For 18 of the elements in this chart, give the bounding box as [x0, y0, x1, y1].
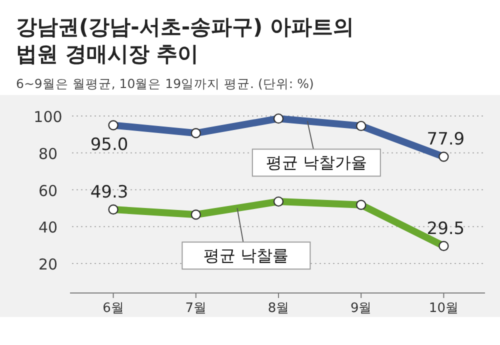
y-tick-label: 20 — [38, 256, 58, 274]
x-tick-label: 9월 — [350, 301, 372, 316]
y-tick-label: 100 — [34, 108, 62, 126]
x-tick-label: 7월 — [185, 301, 207, 316]
series-label: 평균 낙찰률 — [204, 246, 289, 266]
data-label: 29.5 — [426, 218, 465, 239]
y-tick-label: 80 — [38, 144, 58, 163]
y-tick-label: 40 — [38, 218, 58, 237]
data-label: 77.9 — [426, 130, 465, 150]
x-tick-label: 6월 — [102, 301, 124, 316]
x-tick-label: 8월 — [268, 301, 290, 316]
x-tick-label: 10월 — [428, 301, 458, 316]
y-tick-label: 60 — [38, 182, 58, 200]
series-label: 평균 낙찰가율 — [266, 153, 367, 172]
chart-title: 강남권(강남-서초-송파구) 아파트의 법원 경매시장 추이 — [16, 15, 354, 66]
data-label: 49.3 — [90, 182, 128, 202]
chart-subtitle: 6~9월은 월평균, 10월은 19일까지 평균. (단위: %) — [16, 76, 314, 91]
data-label: 95.0 — [90, 135, 128, 156]
